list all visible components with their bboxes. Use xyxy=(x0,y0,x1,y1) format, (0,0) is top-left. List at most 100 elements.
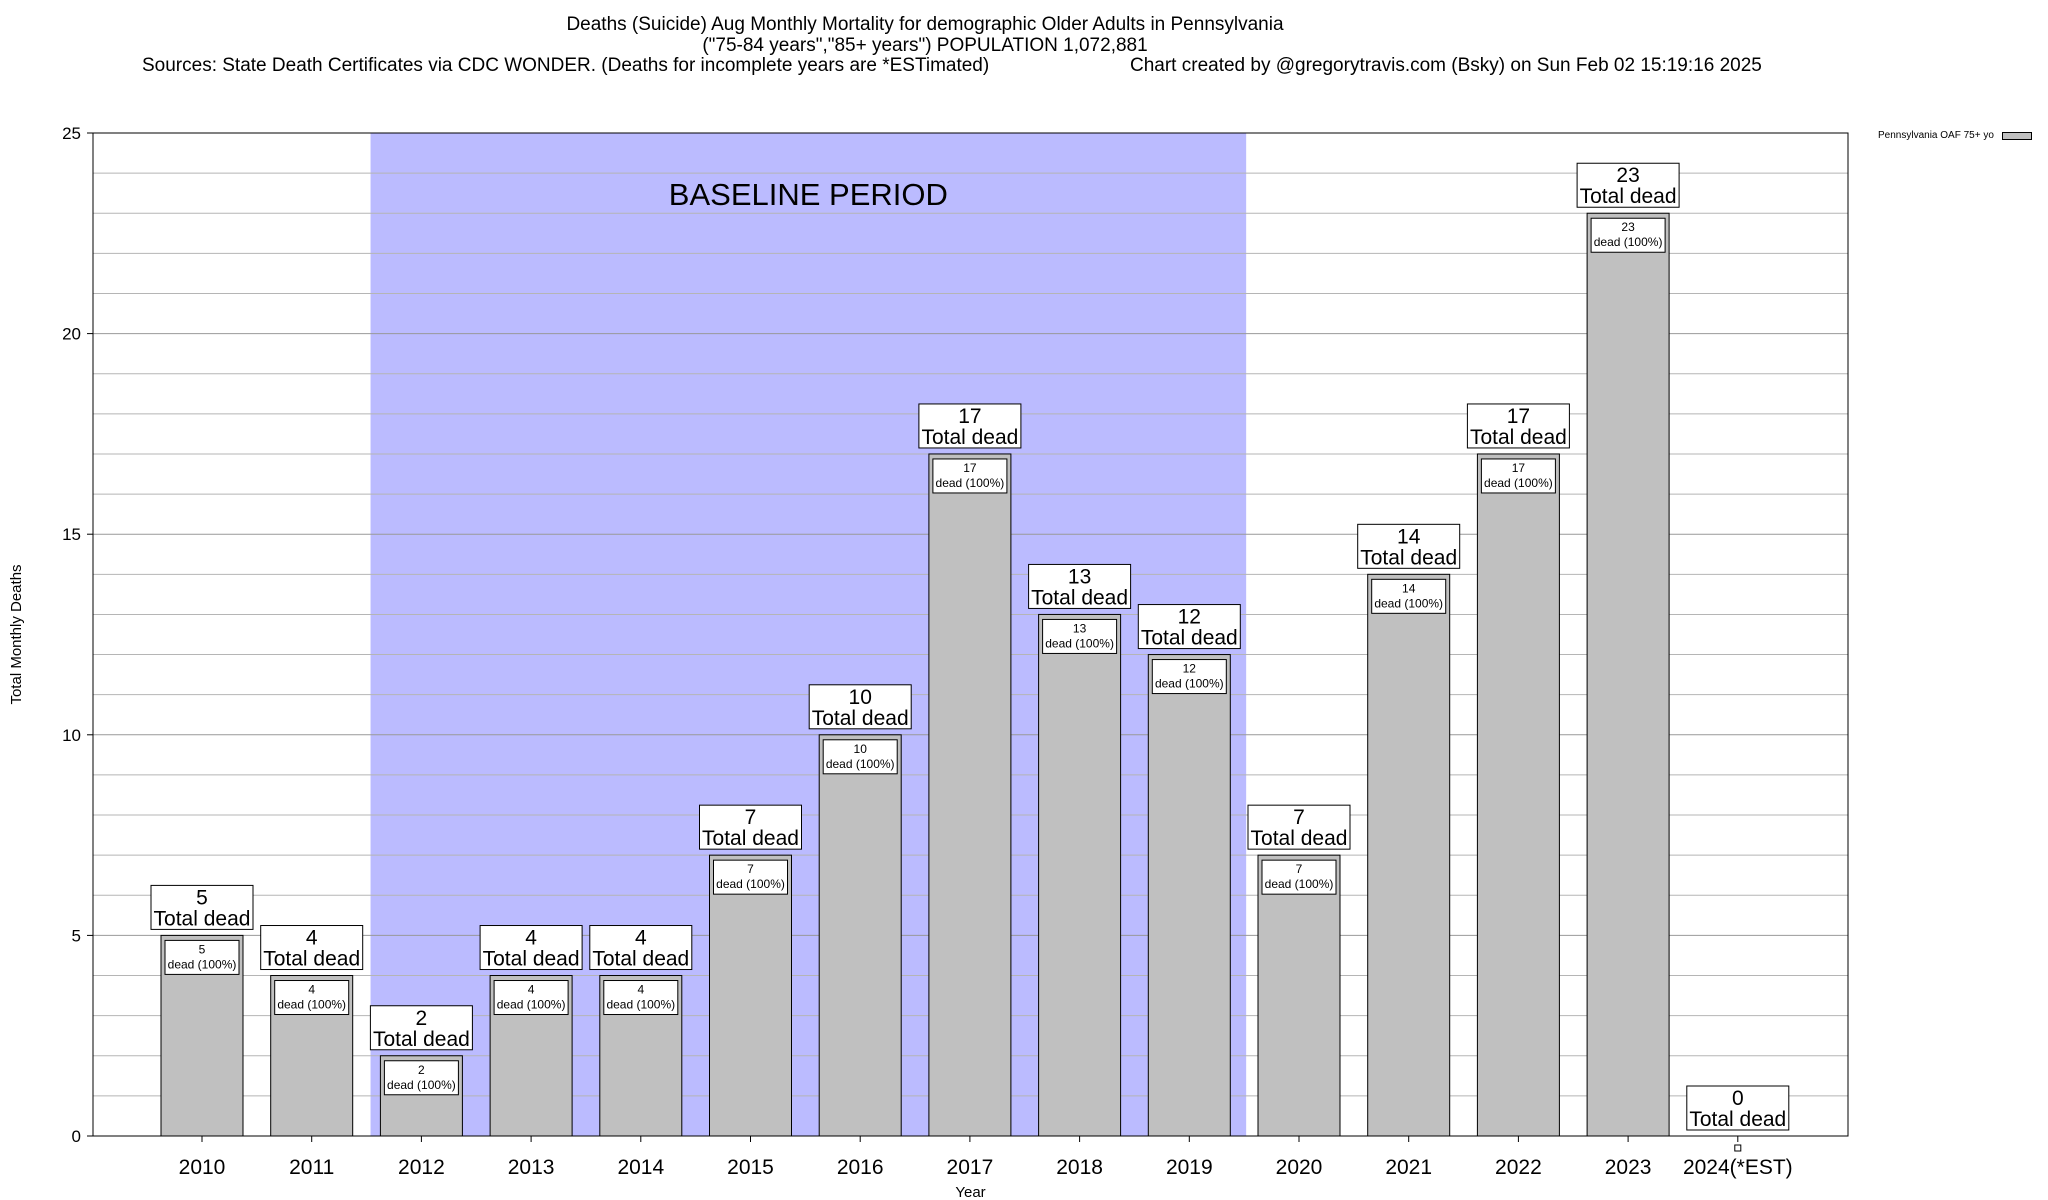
bar-total-value: 4 xyxy=(635,927,647,950)
bar-inner-label-box xyxy=(822,739,898,775)
bar-inner-pct: dead (100%) xyxy=(497,998,566,1012)
bar-total-value: 17 xyxy=(958,405,981,428)
bar-inner-pct: dead (100%) xyxy=(387,1078,456,1092)
bar-total-label-box xyxy=(479,925,583,971)
bar-total-label-box xyxy=(150,884,254,930)
x-tick-label: 2015 xyxy=(727,1156,774,1179)
bar-total-label-box xyxy=(699,804,802,850)
bar-inner-value: 4 xyxy=(637,983,644,997)
bar-total-label-box xyxy=(808,684,912,730)
bar-total-label-box xyxy=(1576,162,1680,208)
x-tick-label: 2018 xyxy=(1056,1156,1103,1179)
bar-inner-value: 14 xyxy=(1402,581,1416,595)
bar-total-value: 17 xyxy=(1507,405,1530,428)
bar-inner-label-box xyxy=(1151,659,1227,695)
bar-inner-label-box xyxy=(1261,859,1337,895)
bar xyxy=(1476,453,1560,1137)
bar-total-label-box xyxy=(1686,1085,1790,1131)
bar-inner-label-box xyxy=(1371,578,1447,614)
bar-inner-value: 17 xyxy=(1512,461,1526,475)
bar-inner-pct: dead (100%) xyxy=(1045,636,1114,650)
x-tick-label: 2023 xyxy=(1605,1156,1652,1179)
bar-inner-pct: dead (100%) xyxy=(1374,596,1443,610)
chart-credit: Chart created by @gregorytravis.com (Bsk… xyxy=(1130,55,1762,76)
bar-total-text: Total dead xyxy=(921,426,1018,449)
bar-inner-label-box xyxy=(1042,618,1118,654)
x-tick-label: 2012 xyxy=(398,1156,445,1179)
x-tick-label: 2020 xyxy=(1276,1156,1323,1179)
bar-inner-value: 10 xyxy=(854,742,868,756)
bar xyxy=(818,734,902,1137)
chart-subtitle: ("75-84 years","85+ years") POPULATION 1… xyxy=(702,35,1148,56)
bar-total-value: 7 xyxy=(745,806,757,829)
bar-inner-value: 23 xyxy=(1621,220,1635,234)
baseline-period-label: BASELINE PERIOD xyxy=(669,177,948,212)
y-tick-label: 15 xyxy=(62,525,81,544)
bar-total-label-box xyxy=(1357,523,1461,569)
bar-total-text: Total dead xyxy=(702,827,799,850)
bar-total-value: 4 xyxy=(306,927,318,950)
bar-total-label-box xyxy=(369,1005,473,1051)
x-tick-label: 2024(*EST) xyxy=(1683,1156,1793,1179)
legend-swatch xyxy=(2001,131,2032,140)
x-tick-label: 2011 xyxy=(289,1156,334,1179)
bar-total-text: Total dead xyxy=(1141,627,1238,650)
y-tick-label: 20 xyxy=(62,325,81,344)
bar-inner-value: 7 xyxy=(747,862,754,876)
x-axis-title: Year xyxy=(955,1184,985,1200)
bar-inner-label-box xyxy=(1590,217,1666,253)
bar-total-text: Total dead xyxy=(1360,546,1457,569)
bar-total-text: Total dead xyxy=(154,907,251,930)
bar-total-text: Total dead xyxy=(483,948,580,971)
y-axis-title: Total Monthly Deaths xyxy=(8,564,25,704)
bar-total-value: 2 xyxy=(416,1007,428,1030)
bar-total-value: 14 xyxy=(1397,525,1421,548)
bar-total-text: Total dead xyxy=(1580,185,1677,208)
bar-inner-pct: dead (100%) xyxy=(606,998,675,1012)
chart-sources: Sources: State Death Certificates via CD… xyxy=(142,55,990,76)
bar-total-label-box xyxy=(1137,604,1241,650)
bar-inner-label-box xyxy=(383,1060,459,1096)
bar-inner-value: 4 xyxy=(308,983,315,997)
bar-inner-label-box xyxy=(603,980,679,1016)
bar-total-text: Total dead xyxy=(1470,426,1567,449)
bar-total-text: Total dead xyxy=(373,1028,470,1051)
bar-inner-value: 5 xyxy=(199,942,206,956)
bar-inner-pct: dead (100%) xyxy=(168,957,237,971)
bar-inner-pct: dead (100%) xyxy=(277,998,346,1012)
bar-total-value: 7 xyxy=(1293,806,1305,829)
bar-inner-label-box xyxy=(713,859,788,895)
bar-total-value: 5 xyxy=(196,886,208,909)
bar-inner-label-box xyxy=(1480,458,1556,494)
bar-inner-pct: dead (100%) xyxy=(1594,235,1663,249)
bar-total-value: 4 xyxy=(525,927,537,950)
bar-total-value: 10 xyxy=(849,686,872,709)
y-tick-label: 0 xyxy=(72,1127,81,1146)
bar-inner-label-box xyxy=(274,980,350,1016)
bar-inner-value: 7 xyxy=(1296,862,1303,876)
bar-total-label-box xyxy=(1466,403,1570,449)
bar-total-value: 12 xyxy=(1178,606,1201,629)
x-tick-label: 2019 xyxy=(1166,1156,1213,1179)
bar-empty-marker xyxy=(1734,1144,1742,1152)
bar-total-text: Total dead xyxy=(812,707,909,730)
bar-total-label-box xyxy=(1028,563,1132,609)
y-tick-label: 25 xyxy=(62,124,81,143)
x-tick-label: 2017 xyxy=(947,1156,994,1179)
bar-inner-pct: dead (100%) xyxy=(1484,476,1553,490)
x-tick-label: 2013 xyxy=(508,1156,555,1179)
legend-label: Pennsylvania OAF 75+ yo xyxy=(1878,130,1994,141)
bar-inner-value: 12 xyxy=(1183,662,1197,676)
bar-total-label-box xyxy=(918,403,1022,449)
bar-total-value: 23 xyxy=(1616,164,1639,187)
bar-total-value: 0 xyxy=(1732,1087,1744,1110)
bar-inner-value: 13 xyxy=(1073,621,1087,635)
bar-inner-pct: dead (100%) xyxy=(716,877,785,891)
bar-inner-pct: dead (100%) xyxy=(1155,677,1224,691)
bar-inner-pct: dead (100%) xyxy=(936,476,1005,490)
x-tick-label: 2016 xyxy=(837,1156,884,1179)
y-tick-label: 10 xyxy=(62,726,81,745)
bar-total-label-box xyxy=(1247,804,1351,850)
x-tick-label: 2010 xyxy=(179,1156,226,1179)
